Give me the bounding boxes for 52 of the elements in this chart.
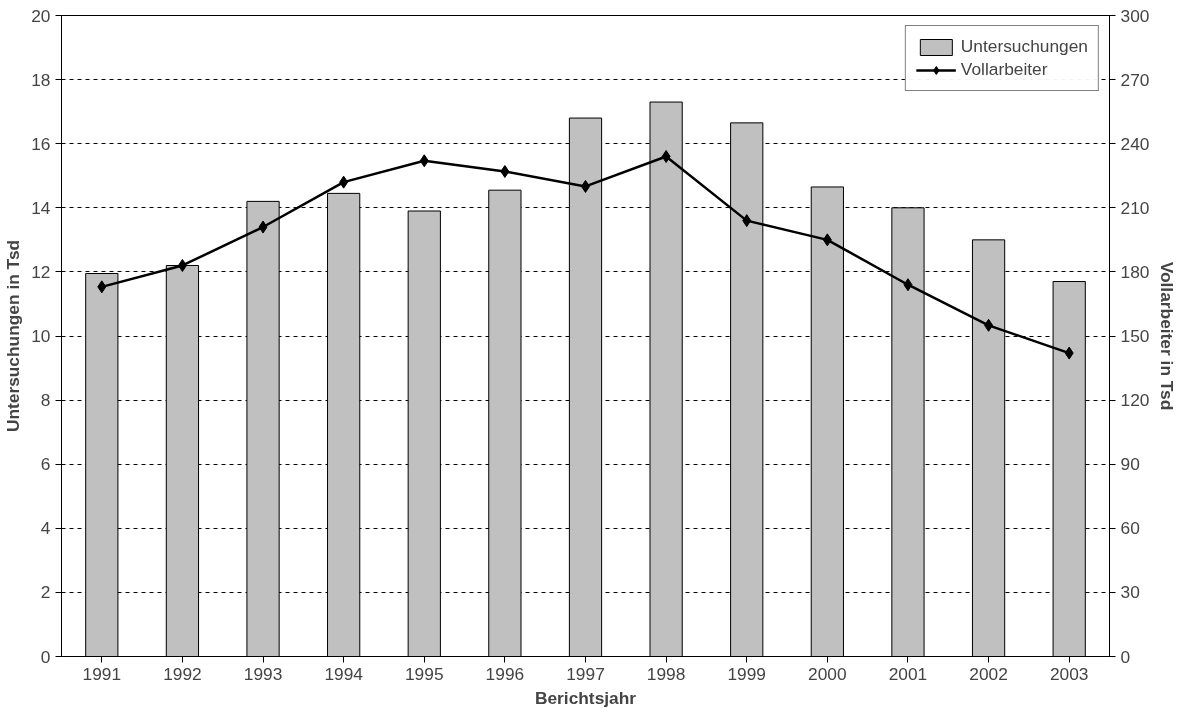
y2-tick-label: 0: [1120, 646, 1131, 667]
y-tick-label: 4: [40, 518, 51, 539]
x-tick-label: 2001: [888, 663, 928, 684]
y2-tick-label: 210: [1120, 197, 1150, 218]
legend-label: Vollarbeiter: [960, 59, 1048, 80]
y-tick-label: 18: [31, 69, 51, 90]
y-tick-label: 2: [40, 582, 51, 603]
x-tick-label: 1993: [243, 663, 283, 684]
y-tick-label: 0: [40, 646, 51, 667]
x-tick-label: 1996: [485, 663, 525, 684]
y-tick-label: 16: [31, 133, 51, 154]
y2-tick-label: 30: [1120, 582, 1140, 603]
x-tick-label: 2003: [1049, 663, 1089, 684]
y-tick-label: 8: [40, 390, 51, 411]
point: [984, 318, 994, 332]
y2-tick-label: 270: [1120, 69, 1150, 90]
x-tick-label: 1997: [566, 663, 605, 684]
y-tick-label: 20: [31, 5, 51, 26]
point: [1064, 346, 1074, 360]
point: [258, 220, 268, 234]
x-tick-label: 2000: [808, 663, 847, 684]
y2-tick-label: 180: [1120, 261, 1150, 282]
point: [97, 280, 107, 294]
y2-tick-label: 90: [1120, 454, 1140, 475]
legend-label: Untersuchungen: [960, 36, 1088, 57]
point: [177, 258, 187, 272]
y2-tick-label: 300: [1120, 5, 1150, 26]
point: [903, 278, 913, 292]
y-axis-title: Untersuchungen in Tsd: [3, 239, 24, 433]
y2-axis-title: Vollarbeiter in Tsd: [1157, 261, 1178, 411]
x-tick-label: 1995: [405, 663, 444, 684]
x-tick-label: 1999: [727, 663, 767, 684]
x-tick-label: 1994: [324, 663, 364, 684]
x-axis-title: Berichtsjahr: [534, 687, 637, 708]
x-tick-label: 1991: [82, 663, 122, 684]
point: [419, 154, 429, 168]
point: [742, 214, 752, 228]
x-tick-label: 2002: [969, 663, 1008, 684]
x-tick-label: 1998: [646, 663, 686, 684]
y-tick-label: 14: [31, 197, 51, 218]
y2-tick-label: 120: [1120, 390, 1150, 411]
y2-tick-label: 60: [1120, 518, 1140, 539]
point: [339, 175, 349, 189]
point: [500, 164, 510, 178]
y-tick-label: 12: [31, 261, 51, 282]
y-tick-label: 6: [40, 454, 51, 475]
point: [822, 233, 832, 247]
y-tick-label: 10: [31, 326, 51, 346]
point: [661, 150, 671, 164]
y2-tick-label: 150: [1120, 326, 1150, 346]
y2-tick-label: 240: [1120, 133, 1150, 154]
x-tick-label: 1992: [163, 663, 202, 684]
